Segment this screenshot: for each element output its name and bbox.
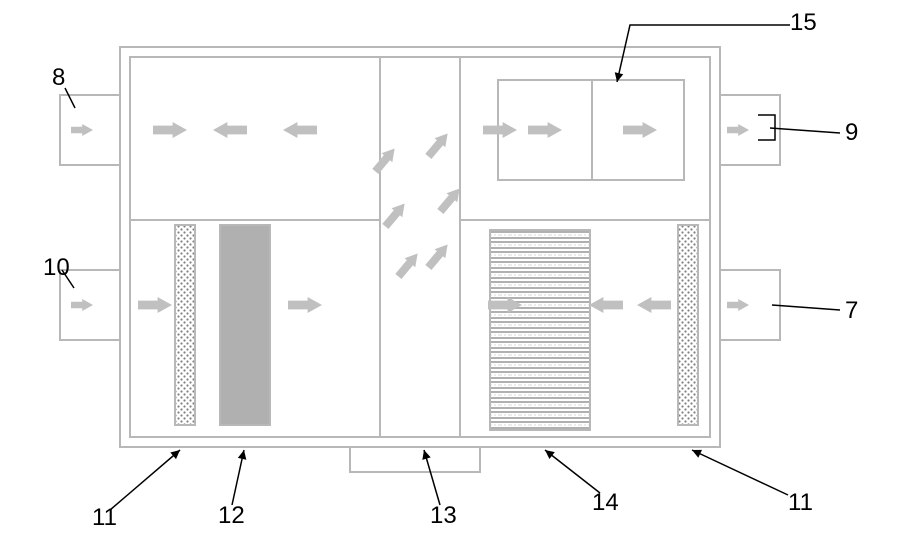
label-12: 12 <box>218 502 245 529</box>
label-11: 11 <box>788 489 813 516</box>
flow-arrow <box>71 299 93 311</box>
label-15: 15 <box>790 9 817 36</box>
rotor-arrow <box>423 240 453 272</box>
rotor-arrow <box>393 249 423 281</box>
label-13: 13 <box>430 502 457 529</box>
label-7: 7 <box>845 297 858 324</box>
filter-11-1 <box>678 225 698 425</box>
flow-arrow <box>71 124 93 136</box>
flow-arrow <box>623 122 657 138</box>
flow-arrow <box>283 122 317 138</box>
flow-arrow <box>727 299 749 311</box>
flow-arrow <box>288 297 322 313</box>
bottom-tab <box>350 447 480 472</box>
filter-11-0 <box>175 225 195 425</box>
flow-arrow <box>213 122 247 138</box>
inner-housing <box>130 57 710 437</box>
flow-arrow <box>138 297 172 313</box>
label-10: 10 <box>43 254 70 281</box>
striped-block <box>490 230 590 430</box>
flow-arrow <box>727 124 749 136</box>
rotor-arrow <box>423 129 453 161</box>
leader-line <box>772 305 840 310</box>
leader-line <box>617 25 790 82</box>
leader-line <box>692 450 788 495</box>
rotor-arrow <box>370 144 400 176</box>
flow-arrow <box>153 122 187 138</box>
label-14: 14 <box>592 489 619 516</box>
label-9: 9 <box>845 119 858 146</box>
main-housing <box>120 47 720 447</box>
flow-arrow <box>528 122 562 138</box>
label-8: 8 <box>52 64 65 91</box>
flow-arrow <box>637 297 671 313</box>
rotor-arrow <box>380 199 410 231</box>
flow-arrow <box>589 297 623 313</box>
leader-line <box>65 88 75 108</box>
leader-line <box>545 450 600 493</box>
carbon-block <box>220 225 270 425</box>
flow-arrow <box>483 122 517 138</box>
leader-line <box>110 450 180 510</box>
